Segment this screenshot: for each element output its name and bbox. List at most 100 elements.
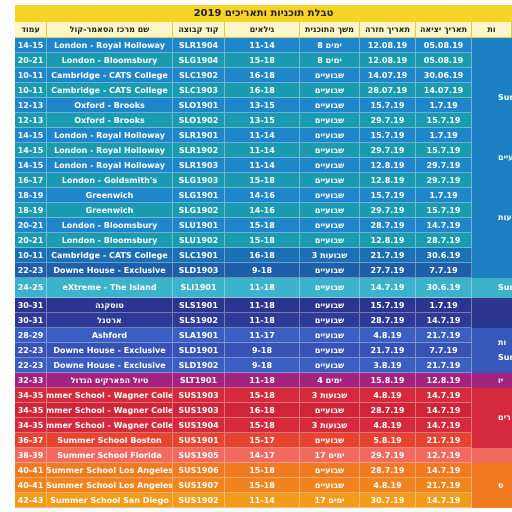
table-cell: 12.8.19 (360, 173, 416, 188)
table-cell: 29.7.19 (416, 158, 472, 173)
table-cell: 15-18 (225, 53, 300, 68)
table-cell: 14.7.19 (416, 313, 472, 328)
table-cell: SUS1902 (173, 493, 225, 508)
table-cell: שבועיים (300, 463, 360, 478)
table-cell: SUS1907 (173, 478, 225, 493)
table-cell: 22-23 (15, 343, 47, 358)
table-cell: 14.7.19 (416, 388, 472, 403)
header-cell: תאריך יציאה (416, 22, 472, 38)
table-cell: שבועיים (300, 218, 360, 233)
table-cell: 11-18 (225, 373, 300, 388)
group-label: Summ (498, 283, 512, 292)
table-cell: 4.8.19 (360, 388, 416, 403)
table-cell: 12-13 (15, 98, 47, 113)
table-cell: 40-41 (15, 478, 47, 493)
table-cell: 14.07.19 (416, 83, 472, 98)
table-cell: 14.7.19 (360, 278, 416, 298)
table-cell: שבועיים (300, 313, 360, 328)
table-cell: 15-18 (225, 418, 300, 433)
table-cell: 14-15 (15, 128, 47, 143)
group-cell (472, 448, 512, 463)
table-cell: 11-14 (225, 493, 300, 508)
table-cell: 30-31 (15, 298, 47, 313)
table-cell: 30.06.19 (416, 68, 472, 83)
table-cell: שבועיים (300, 83, 360, 98)
table-cell: שבועיים (300, 298, 360, 313)
header-cell: גילאים (225, 22, 300, 38)
table-cell: SLR1904 (173, 38, 225, 53)
table-cell: 9-18 (225, 358, 300, 373)
table-cell: 22-23 (15, 263, 47, 278)
header-cell: משך התוכנית (300, 22, 360, 38)
table-cell: 12.7.19 (416, 448, 472, 463)
table-cell: שבועיים (300, 143, 360, 158)
table-cell: 29.7.19 (360, 113, 416, 128)
table-cell: SLR1902 (173, 143, 225, 158)
table-cell: Summer School - Wagner College (47, 388, 173, 403)
table-cell: SLC1901 (173, 248, 225, 263)
group-cell: ס (472, 463, 512, 508)
table-cell: London - Royal Holloway (47, 143, 173, 158)
table-cell: SUS1903 (173, 403, 225, 418)
table-cell: 05.08.19 (416, 38, 472, 53)
table-cell: 11-14 (225, 128, 300, 143)
table-cell: SLR1903 (173, 158, 225, 173)
table-cell: 16-18 (225, 83, 300, 98)
table-cell: 16-18 (225, 68, 300, 83)
table-cell: 12.8.19 (360, 233, 416, 248)
table-cell: London - Bloomsbury (47, 53, 173, 68)
table-cell: London - Royal Holloway (47, 38, 173, 53)
table-cell: שבועיים (300, 233, 360, 248)
table-cell: 18-19 (15, 203, 47, 218)
table-cell: 28.7.19 (360, 313, 416, 328)
table-cell: SLT1901 (173, 373, 225, 388)
table-cell: 20-21 (15, 53, 47, 68)
table-cell: London - Bloomsbury (47, 233, 173, 248)
table-cell: שבועיים (300, 343, 360, 358)
table-cell: 8 ימים (300, 53, 360, 68)
table-cell: 14-15 (15, 158, 47, 173)
table-cell: 12.08.19 (360, 38, 416, 53)
table-cell: Summer School - Wagner College (47, 403, 173, 418)
group-label: רים (498, 413, 511, 422)
table-cell: 14-16 (225, 203, 300, 218)
table-cell: 28.7.19 (416, 233, 472, 248)
table-cell: 30.7.19 (360, 493, 416, 508)
table-cell: 21.7.19 (416, 358, 472, 373)
table-cell: 30.6.19 (416, 278, 472, 298)
table-cell: 05.08.19 (416, 53, 472, 68)
group-cell: יו (472, 373, 512, 388)
group-label: Summ (498, 353, 512, 362)
table-cell: 14-17 (225, 448, 300, 463)
table-cell: 29.7.19 (416, 173, 472, 188)
table-cell: 16-18 (225, 248, 300, 263)
table-cell: 5.8.19 (360, 433, 416, 448)
table-cell: 11-14 (225, 38, 300, 53)
table-cell: שבועיים (300, 278, 360, 298)
table-cell: 14.7.19 (416, 403, 472, 418)
table-cell: Summer School Los Angeles (47, 478, 173, 493)
table-cell: 17 ימים (300, 448, 360, 463)
table-cell: 11-18 (225, 313, 300, 328)
table-cell: שבועיים (300, 68, 360, 83)
table-cell: SUS1904 (173, 418, 225, 433)
table-cell: 18-19 (15, 188, 47, 203)
table-cell: 34-35 (15, 418, 47, 433)
table-cell: טיול הפארקים הגדול (47, 373, 173, 388)
table-cell: Oxford - Brooks (47, 113, 173, 128)
table-cell: SLG1901 (173, 188, 225, 203)
table-cell: שבועיים (300, 358, 360, 373)
table-cell: 11-17 (225, 328, 300, 343)
table-cell: 15.7.19 (360, 98, 416, 113)
group-cell: Sum עיים בועות (472, 38, 512, 278)
table-cell: SLA1901 (173, 328, 225, 343)
table-cell: Cambridge - CATS College (47, 248, 173, 263)
table-cell: 11-14 (225, 158, 300, 173)
table-cell: 29.7.19 (360, 143, 416, 158)
table-cell: 15-18 (225, 173, 300, 188)
table-cell: SLR1901 (173, 128, 225, 143)
table-cell: 15-17 (225, 433, 300, 448)
table-cell: SUS1906 (173, 463, 225, 478)
table-cell: 13-15 (225, 113, 300, 128)
table-cell: 28.7.19 (360, 463, 416, 478)
